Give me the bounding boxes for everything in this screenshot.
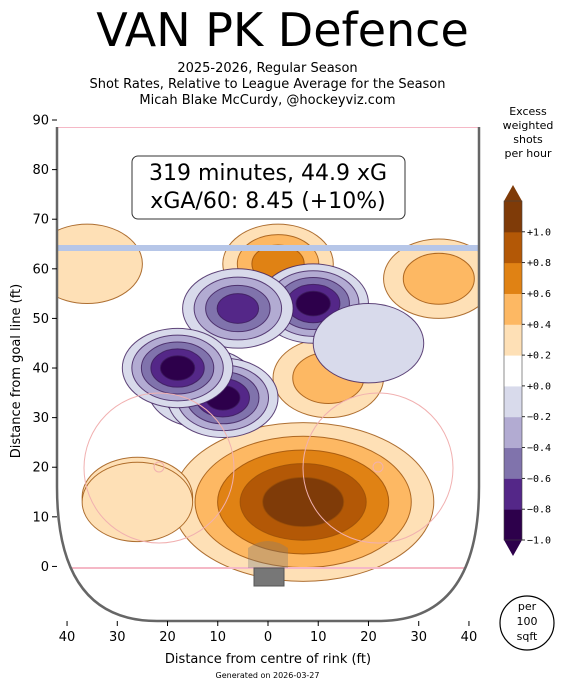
per-label: sqft (517, 630, 538, 643)
y-tick-label: 80 (32, 163, 49, 178)
colorbar-frame (503, 200, 523, 541)
colorbar-tick-label: −1.0 (527, 536, 551, 547)
heat-contour (159, 355, 196, 381)
y-tick-label: 40 (32, 362, 49, 377)
colorbar-tick-label: −0.8 (527, 505, 551, 516)
colorbar-segment (504, 293, 522, 325)
heat-region-excess (57, 223, 143, 305)
y-tick-label: 20 (32, 461, 49, 476)
colorbar-tick-label: −0.2 (527, 412, 551, 423)
y-axis-label: Distance from goal line (ft) (9, 284, 24, 458)
x-tick-label: 40 (461, 630, 478, 645)
colorbar-tick-label: +0.8 (527, 258, 551, 269)
colorbar-tick-label: +0.4 (527, 320, 551, 331)
x-tick-label: 10 (209, 630, 226, 645)
colorbar-title-line: per hour (504, 147, 552, 160)
heat-region-deficit (121, 327, 234, 409)
colorbar-tick-label: +1.0 (527, 227, 551, 238)
subtitle-author: Micah Blake McCurdy, @hockeyviz.com (139, 93, 396, 108)
colorbar-segment (504, 324, 522, 356)
y-tick-label: 10 (32, 510, 49, 525)
x-tick-label: 30 (410, 630, 427, 645)
axes: 40 30 20 10 0 10 20 30 40 0 10 20 30 40 50 60 70 80 90 (32, 114, 477, 646)
colorbar-segment (504, 478, 522, 510)
colorbar-tick-label: −0.6 (527, 474, 551, 485)
red-line (57, 127, 479, 128)
colorbar-title-line: shots (513, 133, 543, 146)
heat-contour (295, 290, 331, 317)
y-tick-label: 50 (32, 312, 49, 327)
x-tick-label: 30 (109, 630, 126, 645)
colorbar-segment (504, 416, 522, 449)
heat-region-deficit (312, 303, 425, 384)
per-label: 100 (517, 615, 538, 628)
faceoff-dot-right (372, 461, 384, 473)
colorbar-segment (504, 262, 522, 294)
colorbar-tick-label: −0.4 (527, 443, 551, 454)
colorbar-tick-label: +0.2 (527, 351, 551, 362)
y-tick-label: 30 (32, 411, 49, 426)
subtitle-metric: Shot Rates, Relative to League Average f… (89, 77, 446, 92)
subtitle-season: 2025-2026, Regular Season (177, 61, 358, 76)
heat-contour (81, 461, 194, 543)
heat-region-excess (383, 238, 479, 319)
stats-line-minutes: 319 minutes, 44.9 xG (149, 161, 387, 186)
colorbar-segment (504, 447, 522, 479)
y-tick-label: 0 (41, 560, 49, 575)
rink-markings (57, 127, 479, 569)
heat-contour (312, 303, 425, 384)
colorbar-segment (504, 509, 522, 541)
goal-crease (248, 541, 288, 568)
x-axis-label: Distance from centre of rink (ft) (165, 652, 371, 667)
colorbar-top-arrow (504, 185, 522, 201)
heat-region-excess (172, 422, 435, 582)
colorbar-title-line: Excess (509, 105, 547, 118)
colorbar-segment (504, 355, 522, 387)
heat-region-excess (81, 461, 194, 543)
colorbar-segment (504, 385, 522, 418)
x-tick-label: 10 (310, 630, 327, 645)
heatmap-layer (57, 223, 479, 582)
heat-contour (57, 223, 143, 305)
colorbar-bottom-arrow (504, 540, 522, 556)
stats-line-xga: xGA/60: 8.45 (+10%) (150, 189, 385, 214)
per-label: per (518, 600, 537, 613)
heat-region-deficit (182, 268, 294, 349)
heat-contour (402, 252, 475, 305)
chart-subtitle: 2025-2026, Regular Season Shot Rates, Re… (0, 61, 535, 109)
colorbar-segment (504, 231, 522, 264)
colorbar: +1.0 +0.8 +0.6 +0.4 +0.2 +0.0 −0.2 −0.4 −0.6 −0.8… (503, 185, 551, 556)
faceoff-circle-left (83, 392, 235, 544)
y-tick-label: 70 (32, 213, 49, 228)
colorbar-tick-label: +0.6 (527, 289, 551, 300)
heat-contour (216, 293, 260, 324)
y-tick-label: 90 (32, 114, 49, 129)
per-area-badge (499, 595, 555, 651)
colorbar-tick-label: +0.0 (527, 381, 551, 392)
chart-title: VAN PK Defence (96, 3, 469, 57)
generated-footer: Generated on 2026-03-27 (215, 671, 320, 680)
colorbar-segment (504, 201, 522, 233)
faceoff-dot-left (153, 461, 165, 473)
x-tick-label: 20 (159, 630, 176, 645)
faceoff-circle-right (302, 392, 454, 544)
x-tick-label: 40 (59, 630, 76, 645)
goal-net (253, 567, 285, 587)
x-tick-label: 0 (264, 630, 272, 645)
colorbar-title: Excess weighted shots per hour (497, 105, 559, 161)
blue-line (57, 245, 479, 251)
y-tick-label: 60 (32, 262, 49, 277)
colorbar-title-line: weighted (502, 119, 554, 132)
heat-contour (262, 476, 345, 528)
x-tick-label: 20 (360, 630, 377, 645)
stats-box (131, 155, 406, 220)
